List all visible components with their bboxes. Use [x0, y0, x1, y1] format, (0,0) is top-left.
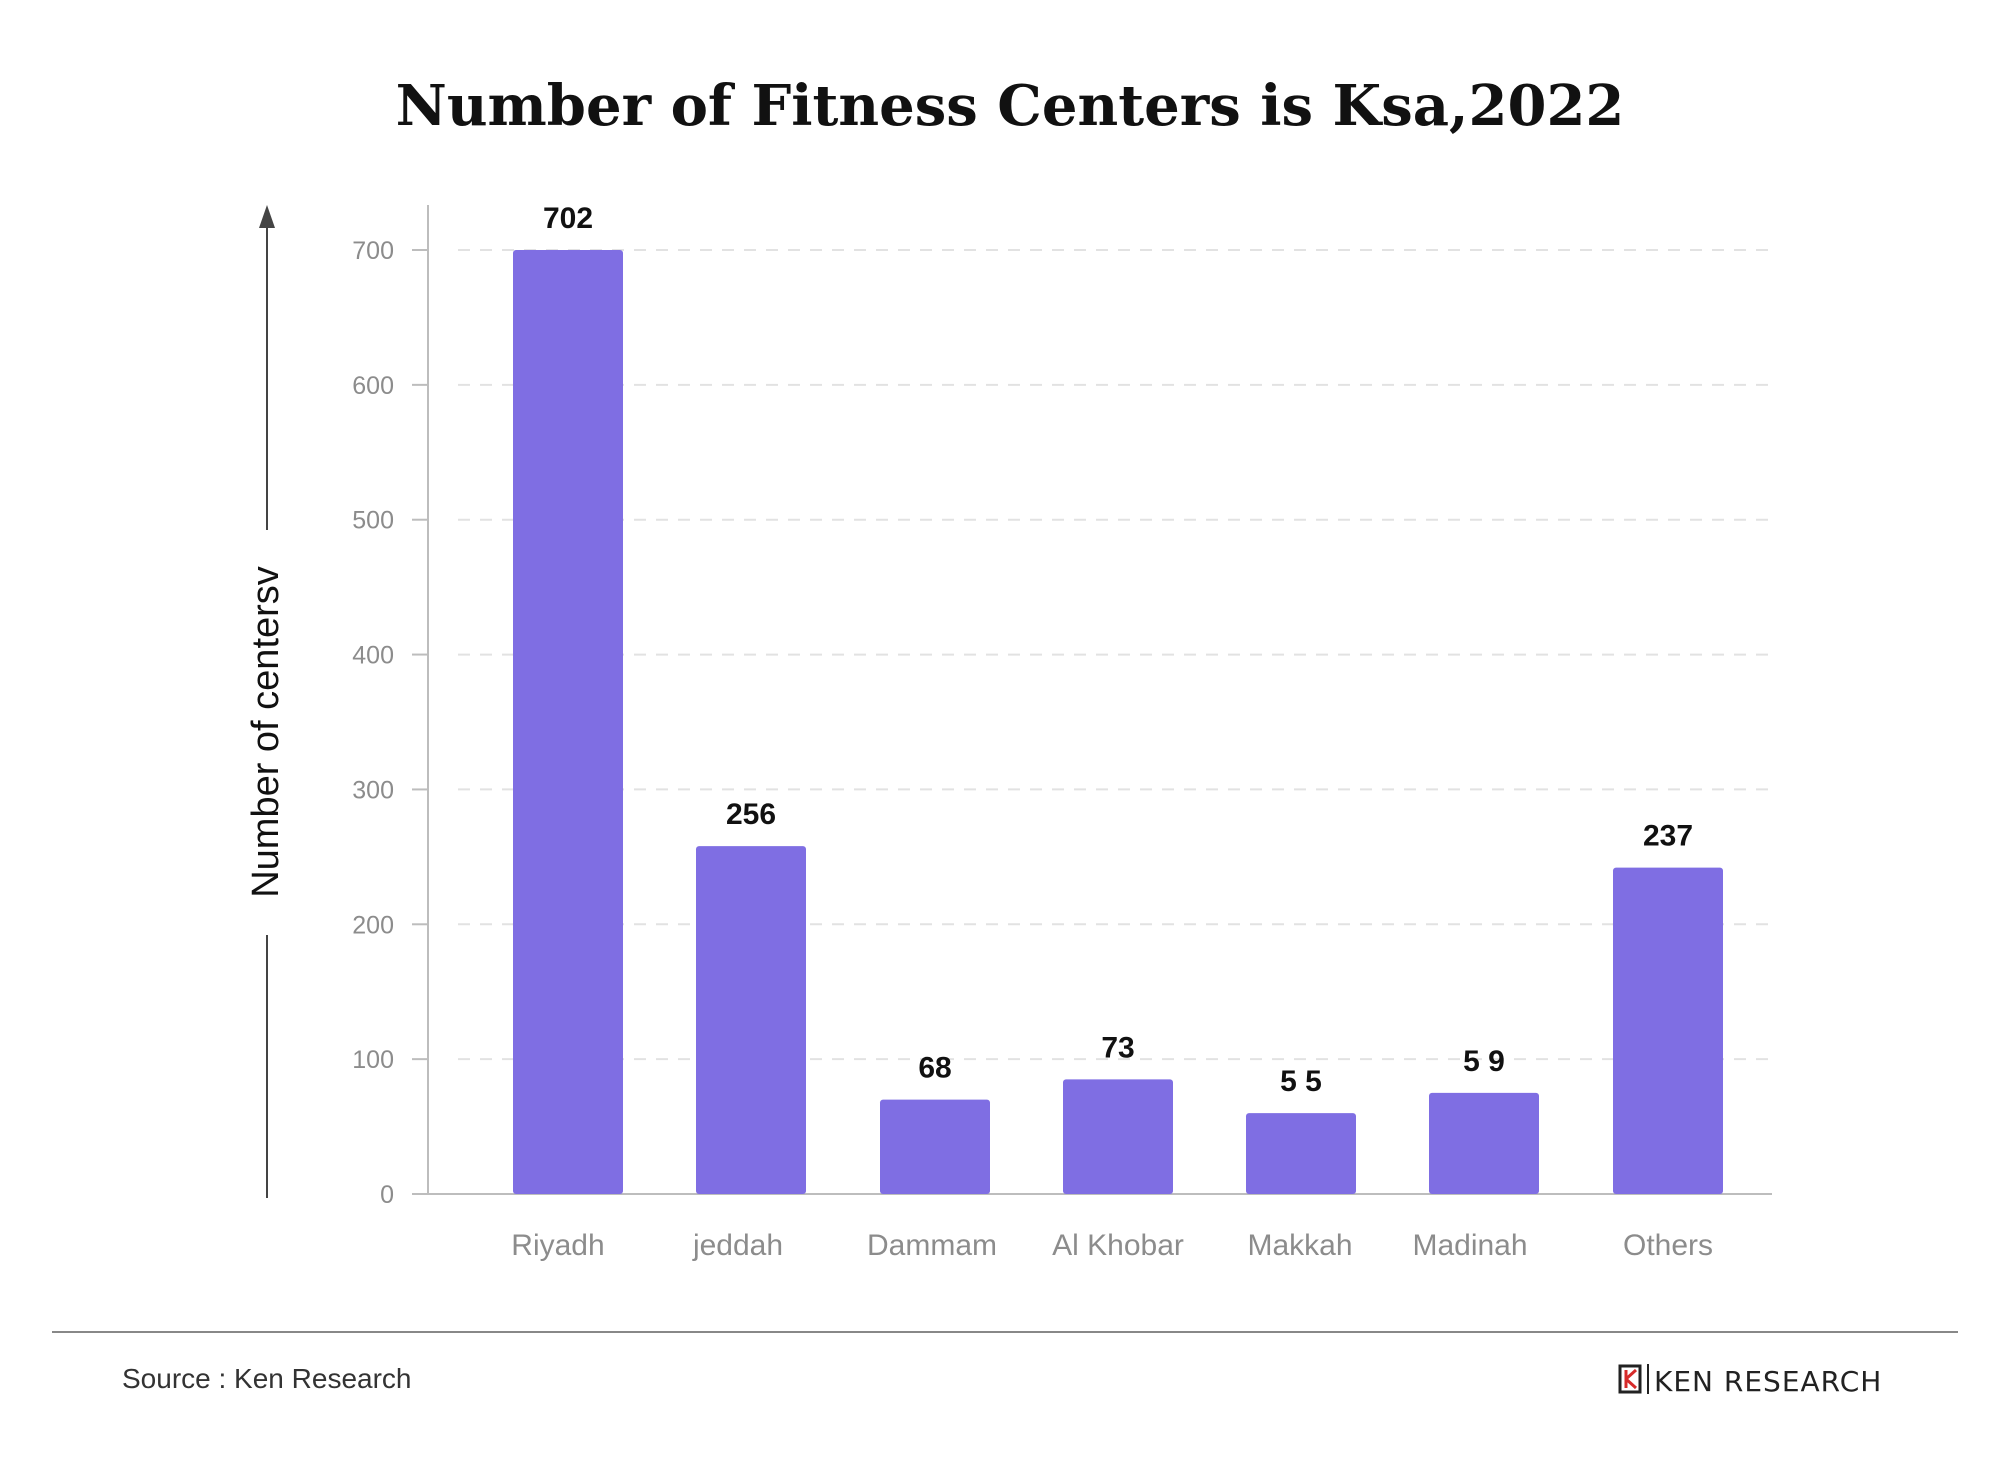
category-label-dammam: Dammam: [867, 1229, 997, 1262]
value-label-dammam: 68: [918, 1052, 951, 1085]
source-text: Source : Ken Research: [122, 1363, 412, 1394]
y-axis-label: Number of centersv: [245, 566, 287, 898]
y-tick-label-100: 100: [352, 1046, 394, 1074]
y-axis-label-group: Number of centersv: [245, 205, 287, 1198]
bar-others: [1613, 867, 1723, 1194]
chart-title: Number of Fitness Centers is Ksa,2022: [396, 73, 1625, 139]
y-tick-label-200: 200: [352, 911, 394, 939]
bar-jeddah: [696, 846, 806, 1194]
y-tick-labels: 0 100 200 300 400 500 600 700: [352, 237, 394, 1209]
category-label-makkah: Makkah: [1247, 1229, 1352, 1262]
ken-research-logo: KEN RESEARCH: [1618, 1364, 1882, 1398]
y-tick-label-400: 400: [352, 642, 394, 670]
value-label-madinah: 5 9: [1463, 1045, 1505, 1078]
logo-text: KEN RESEARCH: [1654, 1365, 1882, 1398]
bar-al-khobar: [1063, 1079, 1173, 1194]
bar-madinah: [1429, 1092, 1539, 1194]
category-labels: Riyadh jeddah Dammam Al Khobar Makkah Madinah…: [511, 1229, 1713, 1262]
y-tick-label-600: 600: [352, 372, 394, 400]
category-label-madinah: Madinah: [1412, 1229, 1527, 1262]
y-arrow-head-icon: [259, 205, 275, 228]
value-label-others: 237: [1643, 820, 1693, 853]
category-label-al-khobar: Al Khobar: [1052, 1229, 1184, 1262]
y-tick-label-500: 500: [352, 507, 394, 535]
category-label-others: Others: [1623, 1229, 1713, 1262]
value-labels: 702 256 68 73 5 5 5 9 237: [543, 202, 1693, 1098]
bars: [513, 250, 1723, 1194]
grid-lines: [458, 249, 1772, 1061]
y-tick-label-300: 300: [352, 776, 394, 804]
y-tick-label-700: 700: [352, 237, 394, 265]
bar-riyadh: [513, 250, 623, 1194]
bar-dammam: [880, 1099, 990, 1194]
category-label-jeddah: jeddah: [692, 1229, 783, 1262]
ken-logo-icon: [1618, 1364, 1642, 1394]
value-label-riyadh: 702: [543, 202, 593, 235]
value-label-al-khobar: 73: [1101, 1031, 1134, 1064]
y-tick-label-0: 0: [380, 1181, 394, 1209]
value-label-makkah: 5 5: [1280, 1065, 1322, 1098]
value-label-jeddah: 256: [726, 798, 776, 831]
category-label-riyadh: Riyadh: [511, 1229, 604, 1262]
bar-makkah: [1246, 1113, 1356, 1194]
